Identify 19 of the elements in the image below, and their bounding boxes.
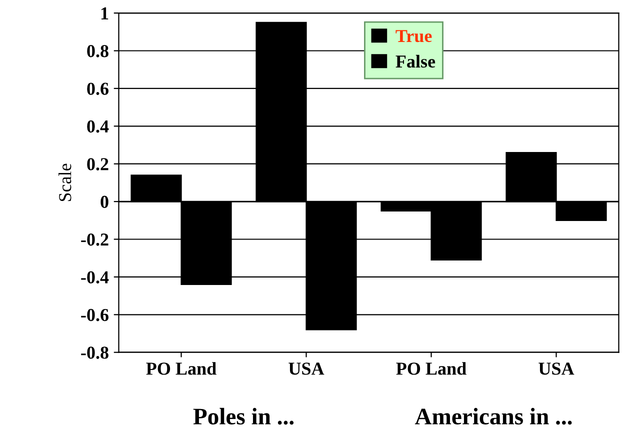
legend-label: False <box>396 54 436 68</box>
y-tick-label: 0.8 <box>87 45 108 58</box>
y-tick-label: -0.2 <box>81 234 108 246</box>
legend-label: True <box>396 30 432 42</box>
y-tick-label: 0.6 <box>87 82 108 95</box>
y-tick-label: 0.4 <box>87 120 109 133</box>
y-tick-label: 0 <box>100 196 108 208</box>
y-tick-label: 1 <box>101 7 108 20</box>
text: Americans in ... <box>414 408 572 425</box>
text: Poles in ... <box>193 408 294 425</box>
y-tick-label: -0.4 <box>81 271 109 284</box>
y-tick-label: 0.2 <box>87 158 108 170</box>
y-tick-label: -0.6 <box>81 308 108 322</box>
x-tick-label: USA <box>288 362 324 375</box>
y-axis-title: Scale <box>58 164 72 202</box>
x-tick-label: USA <box>538 362 574 375</box>
x-tick-label: PO Land <box>396 362 466 375</box>
y-tick-label: -0.8 <box>81 346 108 359</box>
x-tick-label: PO Land <box>146 362 216 375</box>
